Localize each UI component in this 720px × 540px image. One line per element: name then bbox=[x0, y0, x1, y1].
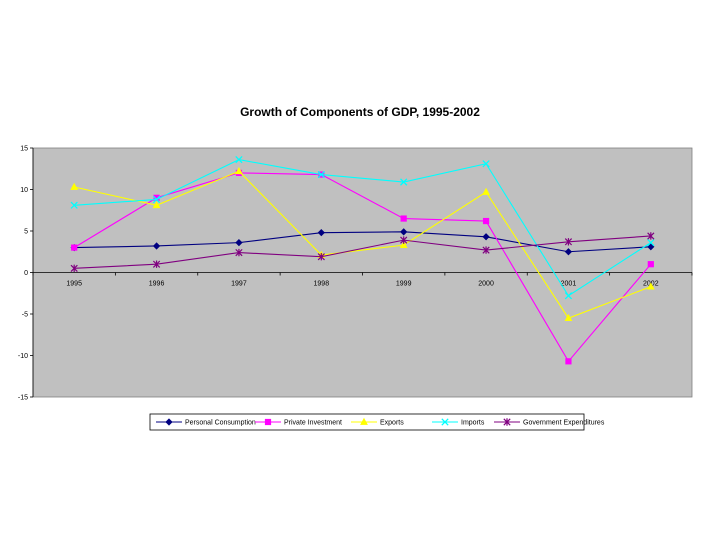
legend-marker bbox=[165, 418, 173, 426]
data-point bbox=[152, 242, 161, 250]
data-point bbox=[400, 178, 408, 186]
y-tick-label: 15 bbox=[20, 146, 28, 153]
data-point bbox=[235, 155, 243, 164]
y-tick-label: -5 bbox=[22, 312, 28, 319]
legend: Personal Consumption Private Investment Ex… bbox=[149, 413, 605, 431]
data-point bbox=[647, 243, 655, 251]
legend-label: Imports bbox=[461, 420, 485, 427]
data-point bbox=[70, 264, 78, 273]
legend-marker bbox=[360, 417, 368, 425]
legend-entry: Private Investment bbox=[255, 418, 342, 427]
chart-title: Growth of Components of GDP, 1995-2002 bbox=[240, 105, 480, 119]
data-point bbox=[482, 160, 490, 168]
data-point bbox=[482, 217, 490, 225]
data-point bbox=[235, 248, 243, 257]
data-point bbox=[317, 229, 325, 237]
data-point bbox=[564, 238, 573, 246]
y-tick-label: -10 bbox=[18, 353, 28, 360]
series-line bbox=[74, 235, 651, 269]
data-point bbox=[399, 240, 408, 249]
data-point bbox=[400, 228, 408, 236]
series-line bbox=[74, 159, 652, 297]
y-tick-label: 5 bbox=[24, 229, 28, 236]
data-point bbox=[482, 187, 490, 195]
data-point bbox=[71, 244, 78, 251]
legend-entry: Imports bbox=[432, 418, 485, 427]
series-3 bbox=[70, 155, 655, 300]
data-point bbox=[647, 261, 654, 268]
legend-label: Private Investment bbox=[284, 420, 342, 427]
series-line bbox=[74, 231, 651, 253]
x-tick-label: 2000 bbox=[478, 281, 494, 288]
data-point bbox=[70, 182, 79, 190]
data-point bbox=[400, 236, 408, 244]
series-4 bbox=[70, 232, 655, 273]
data-point bbox=[564, 292, 573, 300]
data-point bbox=[482, 233, 490, 241]
y-tick-label: -15 bbox=[18, 395, 28, 402]
x-tick-label: 1998 bbox=[314, 281, 330, 288]
data-point bbox=[235, 167, 243, 175]
data-point bbox=[152, 260, 161, 268]
legend-label: Personal Consumption bbox=[185, 420, 256, 427]
data-point bbox=[70, 201, 78, 209]
series-layer bbox=[70, 155, 655, 365]
x-tick-label: 1999 bbox=[396, 281, 412, 288]
data-point bbox=[400, 215, 407, 222]
data-point bbox=[646, 282, 655, 290]
legend-marker bbox=[264, 418, 272, 426]
data-point bbox=[564, 313, 573, 322]
data-point bbox=[317, 170, 325, 179]
data-point bbox=[152, 201, 161, 209]
legend-entry: Personal Consumption bbox=[156, 418, 256, 427]
legend-marker bbox=[441, 418, 449, 426]
x-tick-label: 2001 bbox=[561, 281, 577, 288]
data-point bbox=[647, 232, 655, 240]
data-point bbox=[647, 238, 655, 247]
data-point bbox=[482, 246, 490, 254]
data-point bbox=[152, 195, 161, 204]
legend-marker bbox=[503, 418, 511, 426]
legend-label: Exports bbox=[380, 420, 404, 427]
legend-label: Government Expenditures bbox=[523, 420, 605, 427]
x-tick-label: 1997 bbox=[231, 281, 247, 288]
x-tick-label: 1995 bbox=[66, 281, 82, 288]
x-tick-label: 1996 bbox=[149, 281, 165, 288]
legend-entry: Government Expenditures bbox=[494, 418, 605, 427]
series-line bbox=[74, 170, 652, 319]
y-tick-label: 0 bbox=[24, 270, 28, 277]
y-tick-label: 10 bbox=[20, 187, 28, 194]
data-point bbox=[564, 248, 573, 256]
series-2 bbox=[70, 167, 655, 322]
data-point bbox=[565, 358, 572, 365]
data-point bbox=[317, 253, 325, 261]
series-line bbox=[73, 172, 652, 363]
data-point bbox=[235, 238, 243, 247]
legend-entry: Exports bbox=[351, 417, 404, 427]
y-axis: 15 10 5 0 -5 -10 -15 bbox=[18, 146, 34, 402]
